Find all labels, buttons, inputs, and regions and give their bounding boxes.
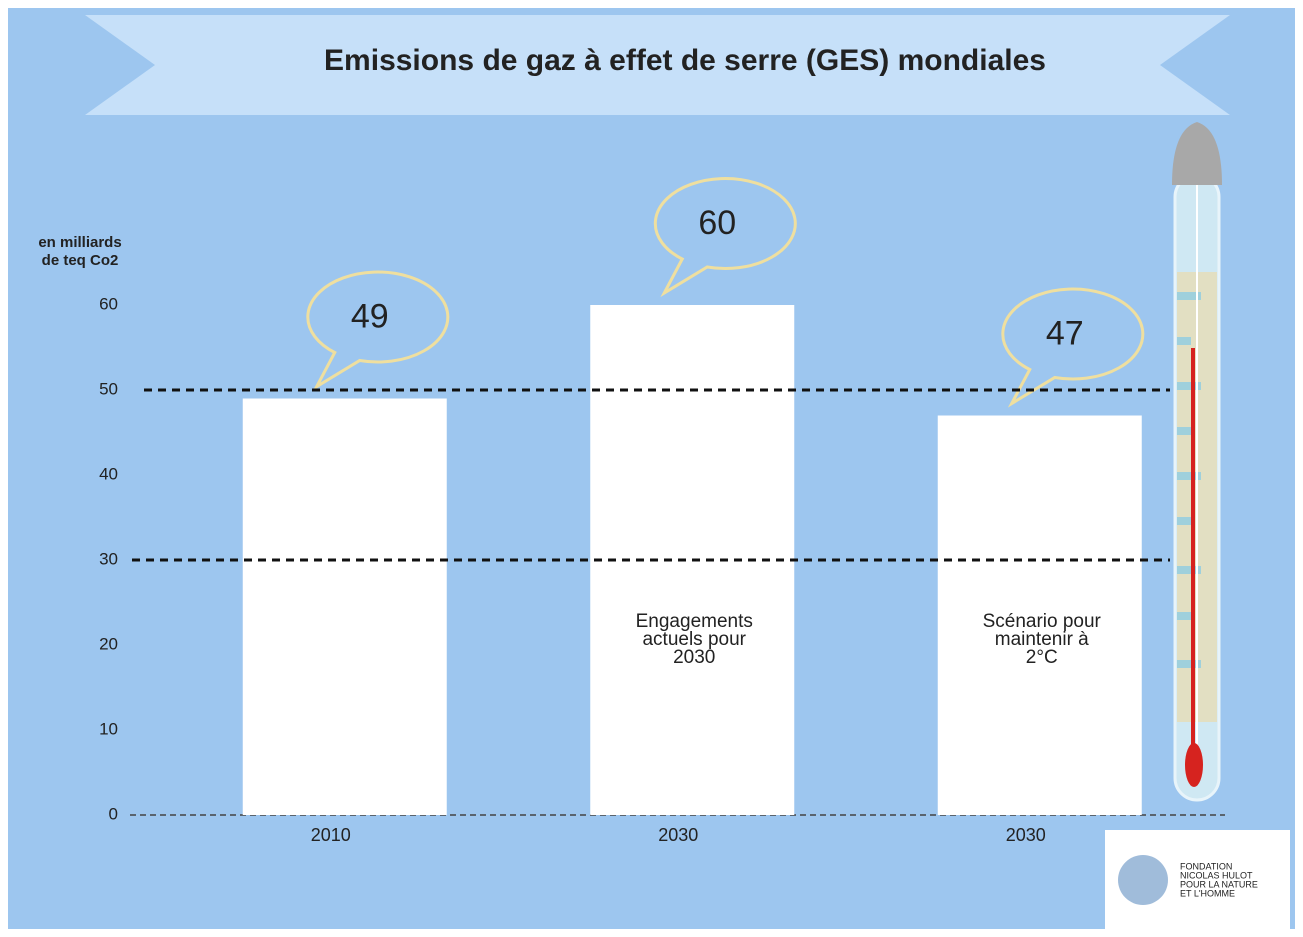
y-tick-label: 10 bbox=[99, 719, 118, 738]
y-tick-label: 50 bbox=[99, 379, 118, 398]
thermometer bbox=[1172, 122, 1222, 800]
x-tick-label: 2030 bbox=[1006, 825, 1046, 845]
bar-annotation: 2030 bbox=[673, 647, 715, 668]
y-tick-label: 60 bbox=[99, 294, 118, 313]
y-tick-label: 20 bbox=[99, 634, 118, 653]
logo: FONDATION NICOLAS HULOT POUR LA NATURE E… bbox=[1105, 830, 1290, 930]
y-tick-label: 0 bbox=[109, 804, 118, 823]
y-axis-label: en milliards de teq Co2 bbox=[38, 234, 121, 269]
chart: Emissions de gaz à effet de serre (GES) … bbox=[0, 0, 1303, 937]
y-tick-label: 30 bbox=[99, 549, 118, 568]
data-label: 47 bbox=[1046, 314, 1084, 352]
x-tick-label: 2030 bbox=[658, 825, 698, 845]
data-label: 60 bbox=[698, 204, 736, 242]
x-tick-label: 2010 bbox=[311, 825, 351, 845]
chart-title: Emissions de gaz à effet de serre (GES) … bbox=[324, 44, 1046, 77]
logo-text: ET L'HOMME bbox=[1180, 888, 1235, 898]
y-axis-label-line: en milliards bbox=[38, 234, 121, 251]
bar-annotation: 2°C bbox=[1026, 647, 1058, 668]
bar bbox=[243, 399, 447, 816]
y-axis-label-line: de teq Co2 bbox=[42, 252, 119, 269]
data-label: 49 bbox=[351, 297, 389, 335]
y-tick-label: 40 bbox=[99, 464, 118, 483]
